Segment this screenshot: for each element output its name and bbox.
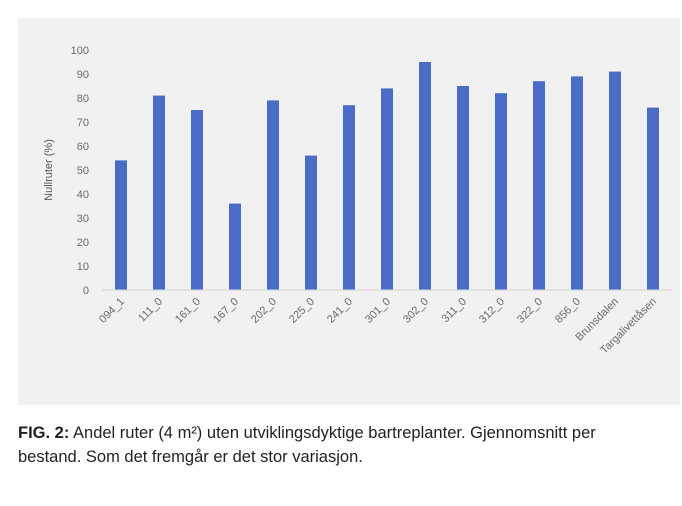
- bar-856_0: [571, 76, 583, 291]
- y-axis-label: Nullruter (%): [43, 139, 55, 201]
- bar-202_0: [267, 100, 279, 291]
- x-tick-label: 241_0: [325, 296, 355, 326]
- y-tick-label: 10: [77, 261, 89, 273]
- x-tick-label: 111_0: [136, 296, 165, 325]
- y-axis-ticks: 0 10 20 30 40 50 60 70 80 90 100: [71, 45, 89, 297]
- bar-094_1: [115, 160, 127, 290]
- y-tick-label: 90: [77, 69, 89, 81]
- x-tick-label: 301_0: [363, 296, 393, 326]
- bar-311_0: [457, 86, 469, 290]
- caption-text: Andel ruter (4 m²) uten utviklingsdyktig…: [18, 424, 596, 466]
- bar-241_0: [343, 105, 355, 290]
- x-tick-label: 856_0: [553, 296, 583, 326]
- bar-167_0: [229, 203, 241, 290]
- caption-label: FIG. 2:: [18, 424, 70, 442]
- x-tick-label: 094_1: [97, 296, 127, 326]
- bar-Targalivettåsen: [647, 107, 659, 290]
- bar-322_0: [533, 81, 545, 290]
- bars: [115, 62, 659, 291]
- x-tick-label: 322_0: [515, 296, 545, 326]
- bar-161_0: [191, 110, 203, 290]
- x-tick-label: 302_0: [401, 296, 431, 326]
- bar-225_0: [305, 155, 317, 290]
- x-tick-label: 161_0: [173, 296, 203, 326]
- y-tick-label: 50: [77, 165, 89, 177]
- figure-caption: FIG. 2: Andel ruter (4 m²) uten utviklin…: [18, 421, 658, 469]
- x-tick-label: 311_0: [440, 296, 470, 326]
- y-tick-label: 70: [77, 117, 89, 129]
- bar-312_0: [495, 93, 507, 290]
- y-tick-label: 30: [77, 213, 89, 225]
- x-tick-label: 202_0: [249, 296, 279, 326]
- y-tick-label: 0: [83, 285, 89, 297]
- y-tick-label: 40: [77, 189, 89, 201]
- y-tick-label: 20: [77, 237, 89, 249]
- bar-301_0: [381, 88, 393, 291]
- bar-chart: 0 10 20 30 40 50 60 70 80 90 100 094_1 111_0 161_0 16…: [43, 45, 672, 357]
- x-axis-ticks: 094_1 111_0 161_0 167_0 202_0 225_0 241_0 301_0…: [97, 296, 659, 357]
- bar-111_0: [153, 95, 165, 290]
- y-tick-label: 80: [77, 93, 89, 105]
- x-tick-label: 225_0: [287, 296, 317, 326]
- bar-302_0: [419, 62, 431, 290]
- y-tick-label: 100: [71, 45, 89, 57]
- bar-Brunsdalen: [609, 71, 621, 290]
- x-tick-label: 167_0: [211, 296, 241, 326]
- x-tick-label: 312_0: [477, 296, 507, 326]
- y-tick-label: 60: [77, 141, 89, 153]
